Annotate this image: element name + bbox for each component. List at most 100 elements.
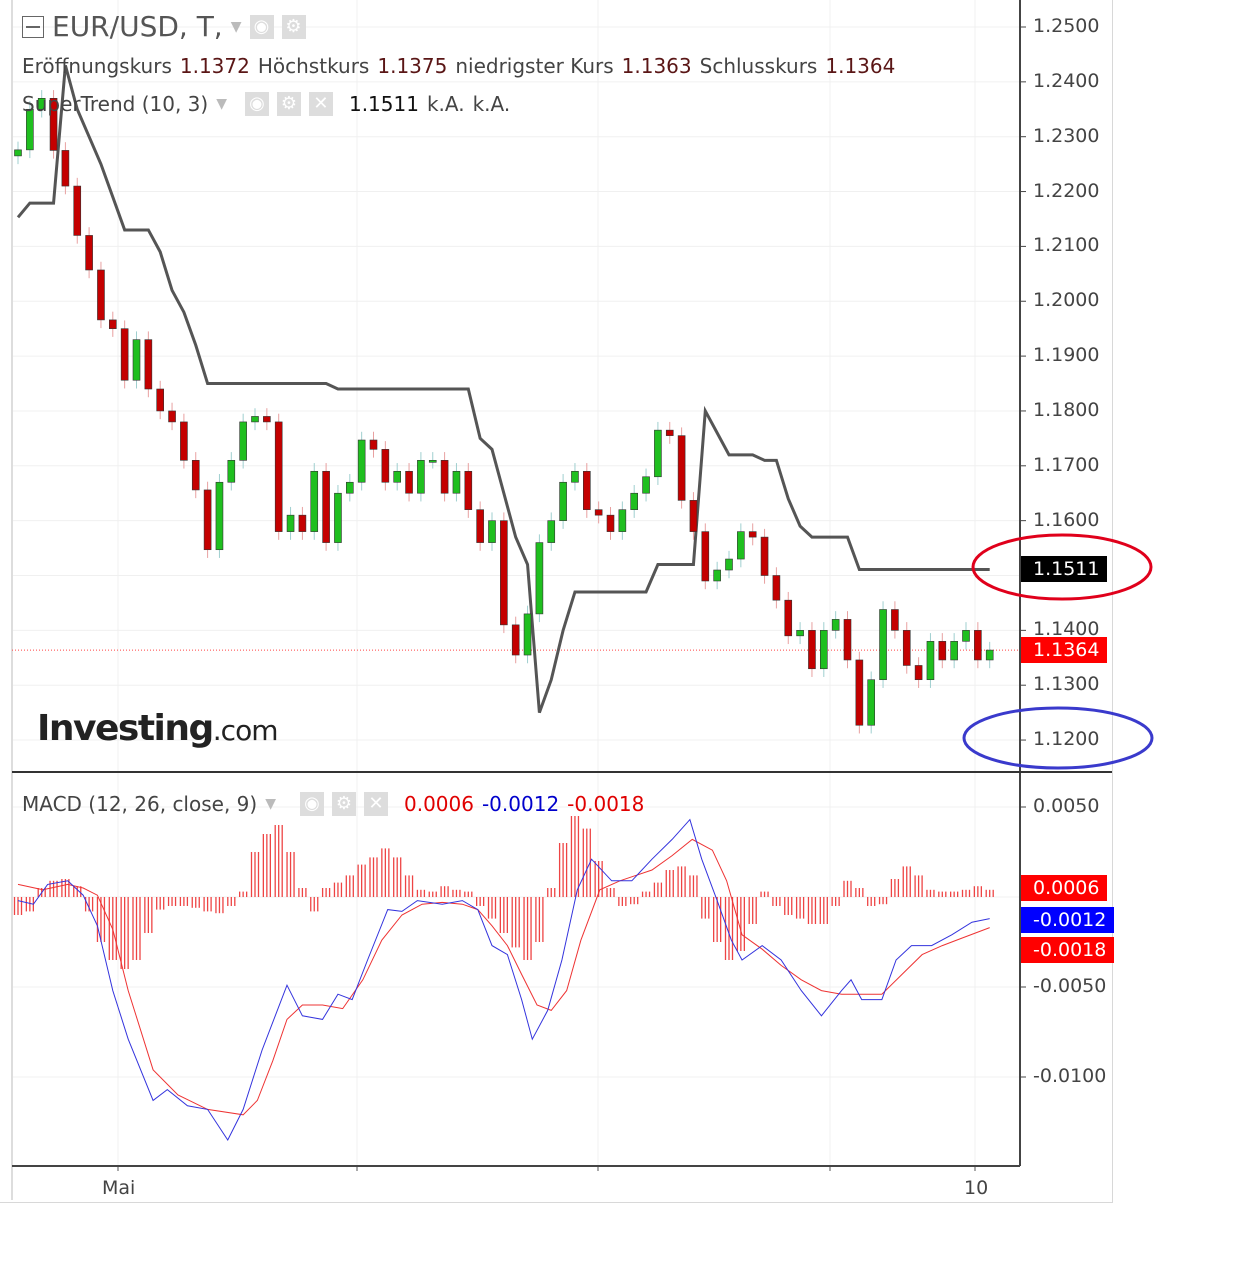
candle-body (37, 98, 46, 110)
logo-main: Investing (37, 708, 214, 749)
macd-value: -0.0012 (481, 792, 560, 816)
price-tick-label: 1.1800 (1033, 398, 1100, 421)
supertrend-line (16, 65, 990, 714)
open-value: 1.1372 (179, 54, 250, 78)
candle-body (168, 410, 176, 423)
price-tick-label: 1.1700 (1033, 453, 1100, 476)
visibility-eye-icon[interactable]: ◉ (249, 14, 274, 39)
candle-body (310, 470, 319, 532)
candle-body (393, 470, 402, 483)
close-value: 1.1364 (825, 54, 896, 78)
settings-gear-icon[interactable]: ⚙ (281, 14, 306, 39)
candle-body (914, 665, 923, 681)
price-tag: 1.1511 (1021, 556, 1108, 583)
visibility-eye-icon[interactable]: ◉ (244, 92, 269, 116)
candle-body (239, 421, 247, 461)
candle-body (535, 542, 544, 615)
macd-line (17, 818, 990, 1141)
candle-body (428, 460, 437, 463)
candle-body (950, 641, 958, 661)
symbol-legend: EUR/USD, T, ▼ ◉ ⚙ (22, 10, 306, 43)
candle-body (571, 470, 579, 483)
candle-body (772, 575, 781, 601)
candle-body (654, 429, 662, 478)
candle-body (132, 339, 141, 381)
macd-signal-value: -0.0018 (567, 792, 645, 816)
macd-legend: MACD (12, 26, close, 9) ▼ ◉ ⚙ ✕ 0.0006 -… (22, 792, 644, 816)
candle-body (582, 470, 591, 510)
close-label: Schlusskurs (699, 54, 818, 78)
candle-body (97, 269, 105, 321)
candle-body (523, 613, 532, 656)
candle-body (760, 536, 769, 576)
candle-body (843, 619, 852, 661)
candle-body (322, 470, 330, 543)
settings-gear-icon[interactable]: ⚙ (331, 792, 356, 816)
supertrend-legend: SuperTrend (10, 3) ▼ ◉ ⚙ ✕ 1.1511 k.A. k… (22, 92, 510, 116)
candle-body (547, 520, 556, 543)
candle-body (203, 489, 212, 551)
candle-body (511, 624, 520, 656)
price-tick-label: 1.2400 (1033, 69, 1100, 92)
candle-body (985, 649, 994, 661)
candle-body (440, 460, 449, 494)
candle-body (855, 659, 864, 726)
candle-body (867, 679, 876, 726)
dropdown-caret-icon[interactable]: ▼ (230, 18, 242, 35)
time-label-10: 10 (964, 1177, 989, 1199)
settings-gear-icon[interactable]: ⚙ (276, 92, 301, 116)
candle-body (808, 630, 816, 670)
visibility-eye-icon[interactable]: ◉ (299, 792, 324, 816)
macd-name: MACD (12, 26, close, 9) (22, 792, 258, 816)
candle-body (191, 460, 200, 491)
macd-tag: -0.0018 (1021, 937, 1115, 963)
close-icon[interactable]: ✕ (363, 792, 388, 816)
candle-body (120, 328, 129, 381)
candle-body (689, 500, 698, 532)
candle-body (14, 149, 22, 157)
candle-body (417, 460, 425, 494)
candle-body (251, 416, 259, 423)
time-label-mai: Mai (102, 1177, 136, 1199)
candle-body (381, 449, 390, 483)
high-value: 1.1375 (377, 54, 448, 78)
candle-body (879, 609, 887, 681)
price-tag: 1.1364 (1021, 637, 1108, 664)
dropdown-caret-icon[interactable]: ▼ (265, 796, 276, 812)
candle-body (180, 421, 188, 461)
macd-tag: 0.0006 (1021, 875, 1108, 901)
supertrend-value-2: k.A. (426, 92, 465, 116)
price-tick-label: 1.2100 (1033, 234, 1100, 257)
candle-body (488, 520, 496, 543)
candle-body (642, 476, 650, 494)
candle-body (962, 630, 970, 642)
candle-body (85, 235, 93, 271)
candle-body (464, 470, 473, 510)
candle-body (630, 492, 639, 510)
logo-suffix: .com (212, 714, 279, 747)
candle-body (274, 421, 283, 532)
candle-body (677, 435, 686, 501)
candle-body (61, 150, 70, 187)
price-tick-label: 1.1900 (1033, 344, 1100, 367)
candle-body (974, 630, 982, 661)
supertrend-name: SuperTrend (10, 3) (22, 92, 209, 116)
symbol-title: EUR/USD, T, (52, 10, 223, 43)
ohlc-legend: Eröffnungskurs 1.1372 Höchstkurs 1.1375 ni… (22, 54, 895, 78)
candle-body (26, 108, 34, 151)
macd-signal-line (17, 838, 990, 1116)
candle-body (902, 630, 911, 666)
candle-body (357, 439, 366, 483)
supertrend-value-3: k.A. (472, 92, 511, 116)
candle-body (559, 481, 567, 521)
candle-body (725, 558, 733, 571)
close-icon[interactable]: ✕ (308, 92, 333, 116)
candle-body (784, 599, 793, 637)
candle-body (665, 429, 674, 436)
collapse-icon[interactable] (22, 15, 44, 38)
candle-body (49, 98, 58, 151)
candle-body (286, 514, 295, 532)
dropdown-caret-icon[interactable]: ▼ (216, 96, 227, 112)
candle-body (819, 630, 828, 670)
